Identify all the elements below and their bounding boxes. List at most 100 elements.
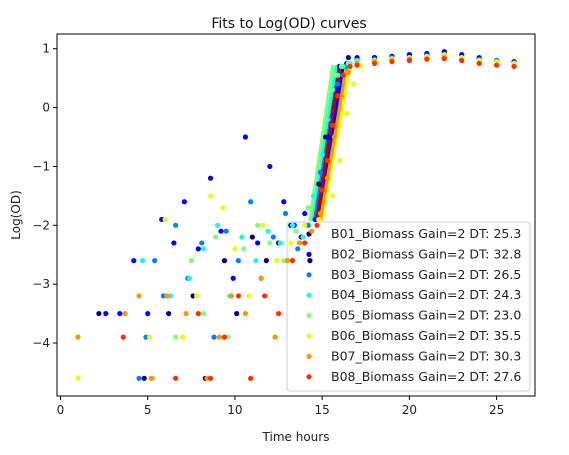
data-point <box>103 310 109 317</box>
data-point <box>96 310 102 317</box>
legend-marker <box>306 292 312 298</box>
data-point <box>220 205 226 211</box>
data-point <box>295 246 301 252</box>
data-point <box>139 258 146 264</box>
data-point <box>235 258 242 264</box>
data-point <box>263 258 269 264</box>
data-point <box>275 310 282 317</box>
data-point <box>270 234 276 240</box>
data-point <box>494 62 500 68</box>
data-point <box>340 72 346 78</box>
chart-title: Fits to Log(OD) curves <box>211 16 366 32</box>
data-point <box>511 63 517 69</box>
data-point <box>354 62 360 68</box>
data-point <box>335 87 341 93</box>
data-point <box>345 54 351 61</box>
x-tick-label: 15 <box>315 403 330 417</box>
legend-box <box>286 221 531 392</box>
data-point <box>302 240 308 246</box>
data-point <box>117 310 123 317</box>
legend-entry: B05_Biomass Gain=2 DT: 23.0 <box>331 308 521 323</box>
legend-entry: B08_Biomass Gain=2 DT: 27.6 <box>331 369 521 384</box>
data-point <box>173 222 179 228</box>
data-point <box>282 210 289 217</box>
data-point <box>305 205 311 211</box>
x-tick-label: 0 <box>57 403 65 417</box>
y-tick-label: −4 <box>32 336 50 350</box>
data-point <box>235 293 242 299</box>
data-point <box>131 258 137 264</box>
data-point <box>314 222 320 228</box>
data-point <box>371 60 378 67</box>
data-point <box>207 375 214 381</box>
data-point <box>136 293 142 299</box>
data-point <box>260 222 266 228</box>
data-point <box>195 310 201 317</box>
x-tick-label: 5 <box>144 403 152 417</box>
data-point <box>180 334 186 340</box>
data-point <box>302 210 308 217</box>
data-point <box>152 258 158 264</box>
data-point <box>310 193 317 199</box>
data-point <box>145 310 151 317</box>
y-tick-label: −3 <box>32 277 50 291</box>
legend: B01_Biomass Gain=2 DT: 25.3 B02_Biomass G… <box>286 221 531 392</box>
data-point <box>330 122 336 128</box>
data-point <box>406 57 412 64</box>
data-point <box>324 175 331 181</box>
data-point <box>337 157 343 164</box>
data-point <box>300 234 306 240</box>
data-point <box>166 310 172 317</box>
legend-entry: B02_Biomass Gain=2 DT: 32.8 <box>331 246 521 261</box>
data-point <box>195 246 201 252</box>
data-point <box>272 334 278 340</box>
data-point <box>141 375 147 381</box>
data-point <box>335 81 341 87</box>
data-point <box>223 228 229 234</box>
data-point <box>316 163 322 170</box>
data-point <box>261 293 268 299</box>
legend-marker <box>306 251 312 257</box>
data-point <box>211 334 217 340</box>
data-point <box>183 310 189 317</box>
legend-entry: B01_Biomass Gain=2 DT: 25.3 <box>331 226 521 241</box>
data-point <box>241 246 247 252</box>
y-tick-label: 0 <box>42 101 50 115</box>
data-point <box>323 116 329 122</box>
data-point <box>316 181 322 187</box>
fit-line <box>320 64 352 222</box>
data-point <box>200 310 207 317</box>
data-point <box>75 375 81 381</box>
data-point <box>424 56 430 62</box>
data-point <box>317 169 324 175</box>
data-point <box>265 228 271 234</box>
data-point <box>338 63 344 69</box>
data-point <box>188 258 194 264</box>
data-point <box>213 234 219 240</box>
data-point <box>326 134 332 140</box>
data-point <box>267 240 273 246</box>
data-point <box>253 258 259 264</box>
data-point <box>246 293 252 299</box>
data-point <box>331 134 337 140</box>
data-point <box>281 199 287 205</box>
data-point <box>162 216 168 223</box>
x-tick-label: 10 <box>227 403 242 417</box>
data-point <box>296 240 303 246</box>
data-point <box>302 222 308 228</box>
data-point <box>120 334 126 340</box>
data-point <box>335 93 341 99</box>
data-point <box>476 60 482 67</box>
y-tick-label: −2 <box>32 218 50 232</box>
data-point <box>317 210 324 217</box>
x-tick-label: 25 <box>489 403 504 417</box>
data-point <box>284 258 290 264</box>
data-point <box>345 69 351 75</box>
data-point <box>207 193 214 199</box>
data-point <box>274 258 280 264</box>
data-point <box>319 152 325 158</box>
data-point <box>309 228 315 234</box>
legend-marker <box>306 374 312 380</box>
